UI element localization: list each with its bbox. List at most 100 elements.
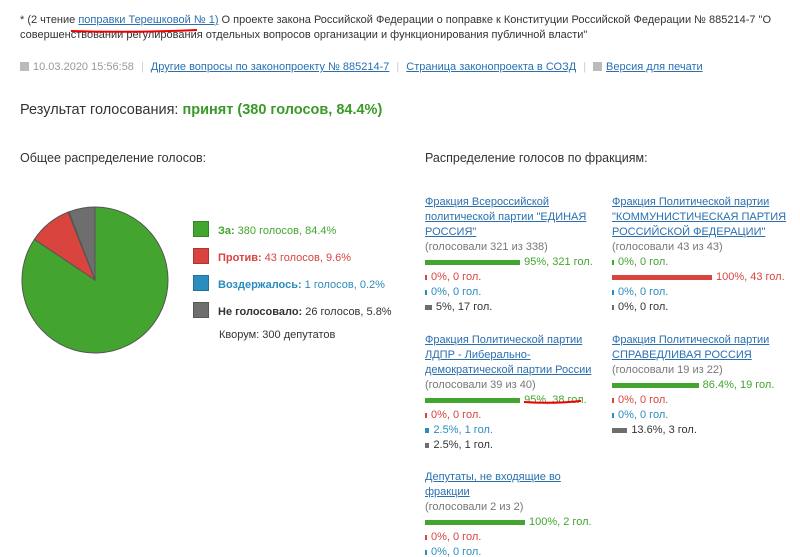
header: * (2 чтение поправки Терешковой № 1) О п… [20, 13, 795, 43]
vote-row: 2.5%, 1 гол. [425, 438, 600, 453]
legend-swatch [193, 248, 209, 264]
value-label: 86.4%, 19 гол. [702, 379, 775, 391]
bar [612, 413, 614, 418]
bar [612, 290, 614, 295]
value-label: 95%, 321 гол. [524, 256, 593, 268]
faction-name[interactable]: Фракция Политической партии ЛДПР - Либер… [425, 334, 592, 376]
faction-voted: (голосовали 2 из 2) [425, 501, 524, 513]
result-value: принят (380 голосов, 84.4%) [182, 102, 383, 118]
bar [425, 520, 525, 525]
value-label: 0%, 0 гол. [431, 409, 482, 421]
legend-item: За: 380 голосов, 84.4% [193, 221, 392, 248]
section-title: Общее распределение голосов: [20, 151, 207, 165]
bar [425, 260, 521, 265]
bar [425, 398, 521, 403]
value-label: 13.6%, 3 гол. [631, 424, 697, 436]
faction: Фракция Всероссийской политической парти… [425, 195, 600, 315]
date: 10.03.2020 15:56:58 [33, 61, 134, 73]
faction-voted: (голосовали 43 из 43) [612, 241, 723, 253]
pie-slice [21, 206, 169, 354]
vote-row: 0%, 0 гол. [612, 393, 787, 408]
link[interactable]: Другие вопросы по законопроекту № 885214… [150, 61, 390, 73]
bar [612, 383, 699, 388]
faction-name[interactable]: Фракция Политической партии "КОММУНИСТИЧ… [612, 196, 787, 238]
vote-row: 100%, 2 гол. [425, 515, 600, 530]
value-label: 0%, 0 гол. [618, 409, 669, 421]
value-label: 0%, 0 гол. [618, 301, 669, 313]
value-label: 100%, 43 гол. [716, 271, 785, 283]
legend-item: Не голосовало: 26 голосов, 5.8% [193, 302, 392, 329]
faction-voted: (голосовали 321 из 338) [425, 241, 548, 253]
faction-name[interactable]: Фракция Политической партии СПРАВЕДЛИВАЯ… [612, 334, 770, 361]
bar [612, 305, 614, 310]
vote-row: 0%, 0 гол. [425, 285, 600, 300]
faction-voted: (голосовали 19 из 22) [612, 364, 723, 376]
header-prefix: * (2 чтение [20, 14, 79, 26]
vote-row: 5%, 17 гол. [425, 300, 600, 315]
faction: Фракция Политической партии СПРАВЕДЛИВАЯ… [612, 333, 787, 438]
legend-label: Не голосовало: [218, 306, 303, 318]
faction-name[interactable]: Фракция Всероссийской политической парти… [425, 196, 587, 238]
faction: Фракция Политической партии "КОММУНИСТИЧ… [612, 195, 787, 315]
pie-chart [21, 206, 169, 354]
vote-row: 2.5%, 1 гол. [425, 423, 600, 438]
faction: Фракция Политической партии ЛДПР - Либер… [425, 333, 600, 453]
vote-row: 0%, 0 гол. [612, 255, 787, 270]
bar [425, 550, 427, 555]
link[interactable]: Страница законопроекта в СОЗД [406, 61, 577, 73]
vote-row: 13.6%, 3 гол. [612, 423, 787, 438]
link[interactable]: Версия для печати [606, 61, 703, 73]
value-label: 2.5%, 1 гол. [433, 439, 493, 451]
vote-row: 0%, 0 гол. [612, 300, 787, 315]
vote-row: 0%, 0 гол. [425, 545, 600, 557]
legend-text: 380 голосов, 84.4% [237, 225, 337, 237]
faction-voted: (голосовали 39 из 40) [425, 379, 536, 391]
legend-text: 1 голосов, 0.2% [304, 279, 385, 291]
legend: За: 380 голосов, 84.4% Против: 43 голосов, … [193, 221, 392, 329]
bar [425, 443, 430, 448]
value-label: 95%, 38 гол. [524, 394, 587, 406]
bar [425, 413, 427, 418]
vote-row: 95%, 321 гол. [425, 255, 600, 270]
pie-slice [68, 206, 96, 281]
meta: 10.03.2020 15:56:58 | Другие вопросы по за… [20, 61, 703, 73]
vote-row: 0%, 0 гол. [425, 408, 600, 423]
vote-row: 0%, 0 гол. [612, 285, 787, 300]
legend-label: Против: [218, 252, 262, 264]
value-label: 0%, 0 гол. [431, 286, 482, 298]
bar [425, 275, 427, 280]
legend-text: 26 голосов, 5.8% [305, 306, 392, 318]
value-label: 0%, 0 гол. [618, 394, 669, 406]
legend-item: Против: 43 голосов, 9.6% [193, 248, 392, 275]
legend-item: Воздержалось: 1 голосов, 0.2% [193, 275, 392, 302]
value-label: 2.5%, 1 гол. [433, 424, 493, 436]
vote-row: 0%, 0 гол. [425, 530, 600, 545]
bar [612, 398, 614, 403]
value-label: 0%, 0 гол. [431, 546, 482, 557]
bar [612, 260, 614, 265]
legend-swatch [193, 275, 209, 291]
vote-row: 95%, 38 гол. [425, 393, 600, 408]
value-label: 0%, 0 гол. [618, 256, 669, 268]
vote-row: 0%, 0 гол. [612, 408, 787, 423]
result-label: Результат голосования: [20, 102, 179, 118]
bar [425, 428, 430, 433]
legend-label: Воздержалось: [218, 279, 302, 291]
header-link[interactable]: поправки Терешковой № 1) [78, 14, 219, 26]
value-label: 0%, 0 гол. [431, 531, 482, 543]
legend-swatch [193, 221, 209, 237]
value-label: 100%, 2 гол. [529, 516, 592, 528]
legend-label: За: [218, 225, 235, 237]
bar [612, 275, 712, 280]
bar [425, 305, 432, 310]
vote-row: 0%, 0 гол. [425, 270, 600, 285]
result: Результат голосования: принят (380 голос… [20, 102, 382, 118]
bar [612, 428, 628, 433]
value-label: 0%, 0 гол. [618, 286, 669, 298]
bar [425, 535, 427, 540]
faction-name[interactable]: Депутаты, не входящие во фракции [425, 471, 561, 498]
legend-swatch [193, 302, 209, 318]
legend-text: 43 голосов, 9.6% [264, 252, 352, 264]
quorum: Кворум: 300 депутатов [219, 329, 336, 341]
